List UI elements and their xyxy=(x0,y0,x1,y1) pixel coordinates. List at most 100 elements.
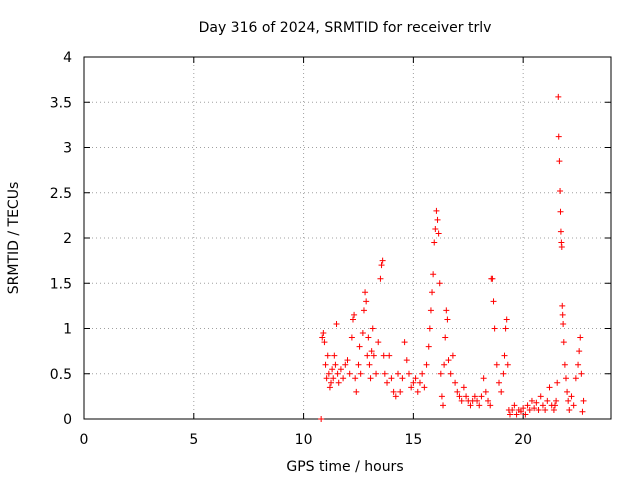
data-point xyxy=(537,393,544,400)
data-point xyxy=(330,375,337,382)
data-point xyxy=(368,348,375,355)
x-tick-labels: 0 5 10 15 20 xyxy=(80,432,533,448)
data-point xyxy=(359,330,366,337)
x-tick-label: 20 xyxy=(514,432,532,448)
data-point xyxy=(511,402,518,409)
data-point xyxy=(344,357,351,364)
data-point xyxy=(504,361,511,368)
data-point xyxy=(560,339,567,346)
data-point xyxy=(498,388,505,395)
data-point xyxy=(366,361,373,368)
data-point xyxy=(355,361,362,368)
data-point xyxy=(565,397,572,404)
data-point xyxy=(348,334,355,341)
data-point xyxy=(478,393,485,400)
data-point xyxy=(445,357,452,364)
grid xyxy=(84,57,611,419)
data-point xyxy=(324,352,331,359)
data-point xyxy=(423,361,430,368)
data-point xyxy=(340,375,347,382)
data-point xyxy=(490,298,497,305)
data-point xyxy=(454,388,461,395)
data-point xyxy=(346,370,353,377)
data-point xyxy=(533,399,540,406)
data-point xyxy=(576,348,583,355)
data-point xyxy=(480,375,487,382)
data-point xyxy=(501,352,508,359)
data-point xyxy=(566,406,573,413)
data-point xyxy=(349,316,356,323)
data-point xyxy=(526,406,533,413)
data-point xyxy=(555,133,562,140)
data-point xyxy=(557,187,564,194)
data-point xyxy=(552,402,559,409)
y-tick-label: 1 xyxy=(63,322,72,338)
data-point xyxy=(502,325,509,332)
data-point xyxy=(328,379,335,386)
plot-frame xyxy=(83,56,612,420)
data-point xyxy=(321,339,328,346)
data-point xyxy=(412,375,419,382)
data-point xyxy=(560,320,567,327)
data-point xyxy=(559,311,566,318)
data-point xyxy=(570,402,577,409)
y-tick-label: 1.5 xyxy=(50,276,72,292)
data-point xyxy=(575,361,582,368)
data-point xyxy=(397,388,404,395)
data-point xyxy=(367,375,374,382)
data-point xyxy=(555,93,562,100)
data-point xyxy=(427,307,434,314)
data-point xyxy=(436,280,443,287)
data-point xyxy=(460,384,467,391)
data-point xyxy=(395,370,402,377)
data-point xyxy=(557,228,564,235)
y-tick-label: 3 xyxy=(63,141,72,157)
data-point xyxy=(334,370,341,377)
data-point xyxy=(430,271,437,278)
data-point xyxy=(485,397,492,404)
data-point xyxy=(553,397,560,404)
data-point xyxy=(362,289,369,296)
data-point xyxy=(329,366,336,373)
data-point xyxy=(546,384,553,391)
data-point xyxy=(337,366,344,373)
data-point xyxy=(550,406,557,413)
data-point xyxy=(318,416,325,422)
data-point xyxy=(392,393,399,400)
data-point xyxy=(577,334,584,341)
data-point xyxy=(440,402,447,409)
data-point xyxy=(493,361,500,368)
data-point xyxy=(568,393,575,400)
data-point xyxy=(456,393,463,400)
data-point xyxy=(384,379,391,386)
data-point xyxy=(441,361,448,368)
data-point xyxy=(503,316,510,323)
data-point xyxy=(491,325,498,332)
data-point xyxy=(433,207,440,214)
data-point xyxy=(353,388,360,395)
data-point xyxy=(471,393,478,400)
data-point xyxy=(564,388,571,395)
data-point xyxy=(363,298,370,305)
data-point xyxy=(438,393,445,400)
data-point xyxy=(489,275,496,282)
y-tick-label: 0.5 xyxy=(50,367,72,383)
data-point xyxy=(352,375,359,382)
data-point xyxy=(554,379,561,386)
data-point xyxy=(421,384,428,391)
data-point xyxy=(325,370,332,377)
data-point xyxy=(542,406,549,413)
data-point xyxy=(452,379,459,386)
data-point xyxy=(401,339,408,346)
y-tick-label: 2.5 xyxy=(50,186,72,202)
data-point xyxy=(365,334,372,341)
data-point xyxy=(375,339,382,346)
x-axis-label: GPS time / hours xyxy=(286,459,403,475)
data-point xyxy=(447,370,454,377)
y-tick-label: 3.5 xyxy=(50,95,72,111)
data-point xyxy=(522,411,529,418)
data-point xyxy=(517,408,524,415)
data-point xyxy=(388,375,395,382)
y-axis-label: SRMTID / TECUs xyxy=(6,182,22,295)
